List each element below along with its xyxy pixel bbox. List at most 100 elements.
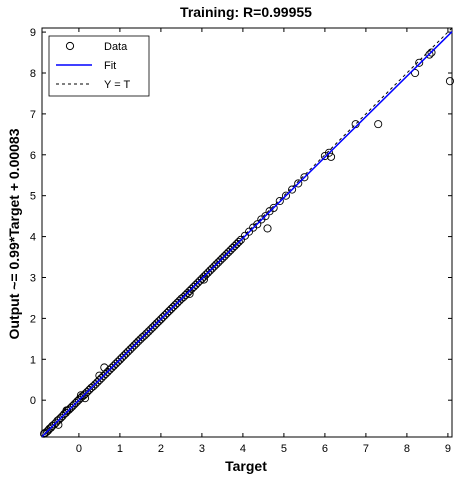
data-point [210, 262, 219, 271]
data-point [144, 327, 153, 336]
data-point [195, 276, 204, 285]
data-point [203, 268, 213, 277]
data-point [236, 235, 245, 244]
data-point [160, 311, 170, 320]
chart-title: Training: R=0.99955 [180, 4, 312, 20]
data-point [427, 48, 436, 57]
data-point [109, 361, 118, 370]
data-point [269, 203, 278, 213]
data-point [124, 347, 133, 356]
data-point [445, 77, 455, 86]
data-point [181, 291, 190, 300]
data-point [83, 387, 92, 397]
data-point [113, 357, 122, 366]
data-point [263, 224, 272, 233]
legend-data-label: Data [104, 41, 128, 53]
data-point [150, 321, 159, 330]
data-point [214, 258, 223, 267]
data-point [374, 120, 383, 129]
data-point [189, 282, 198, 291]
data-point [218, 254, 227, 263]
data-point [226, 246, 235, 255]
data-point [191, 280, 200, 289]
x-tick-label: 9 [445, 443, 451, 455]
data-point [111, 359, 120, 368]
x-tick-label: 0 [76, 443, 82, 455]
data-point [156, 315, 165, 324]
legend: Data Fit Y = T [48, 35, 150, 97]
data-point [288, 185, 297, 194]
data-point [199, 272, 208, 281]
data-point [411, 68, 420, 78]
y-tick-label: 5 [30, 191, 36, 203]
x-axis-ticks: 0 1 2 3 4 5 6 7 8 9 [76, 28, 451, 455]
data-point [275, 196, 284, 206]
fit-line [41, 31, 453, 438]
y-tick-label: 4 [30, 232, 36, 244]
data-point [228, 243, 237, 253]
y-tick-label: 9 [30, 27, 36, 39]
legend-yt-label: Y = T [104, 79, 130, 91]
legend-fit-label: Fit [104, 60, 116, 72]
data-point [134, 337, 143, 346]
data-point [220, 252, 229, 261]
x-tick-label: 2 [158, 443, 164, 455]
data-point [216, 256, 225, 265]
data-point [115, 355, 124, 364]
data-point [232, 239, 241, 249]
data-point [117, 353, 126, 362]
y-axis-ticks: 0 1 2 3 4 5 6 7 8 9 [30, 27, 452, 407]
data-point [165, 306, 174, 316]
data-point [415, 58, 424, 67]
data-point [105, 365, 114, 374]
data-point [206, 266, 215, 275]
data-point [146, 325, 155, 334]
data-point [140, 331, 149, 340]
y-tick-label: 2 [30, 313, 36, 325]
data-point [154, 317, 163, 326]
data-point [300, 173, 309, 182]
x-tick-label: 8 [404, 443, 410, 455]
data-point [152, 319, 161, 328]
data-point [201, 270, 211, 279]
data-point [42, 427, 51, 436]
data-point [193, 278, 202, 287]
y-tick-label: 7 [30, 109, 36, 121]
data-point [326, 152, 336, 161]
y-tick-label: 1 [30, 354, 36, 366]
data-point [99, 372, 108, 381]
data-point [224, 248, 233, 257]
data-point [281, 191, 291, 200]
y-tick-label: 6 [30, 150, 36, 162]
x-tick-label: 5 [281, 443, 287, 455]
x-tick-label: 7 [363, 443, 369, 455]
data-point [148, 323, 157, 332]
data-point [89, 382, 98, 391]
data-point [222, 250, 231, 259]
y-axis-label: Output ~= 0.99*Target + 0.00083 [6, 128, 22, 339]
data-point [185, 286, 194, 296]
data-point [261, 212, 270, 221]
data-point [41, 428, 50, 437]
data-point [158, 313, 167, 322]
data-point [167, 304, 176, 314]
legend-data-marker [65, 41, 75, 51]
data-point [126, 345, 135, 354]
data-point [91, 380, 100, 389]
data-point [173, 298, 182, 307]
data-point [171, 300, 180, 309]
data-point [45, 424, 54, 433]
y-tick-label: 3 [30, 272, 36, 284]
data-point [294, 179, 303, 188]
data-point [162, 309, 172, 318]
data-point [100, 363, 109, 372]
data-point [97, 374, 106, 383]
data-point [122, 349, 131, 358]
data-point [253, 220, 262, 229]
data-point [230, 241, 239, 251]
data-point [132, 339, 141, 348]
legend-box [48, 35, 150, 97]
x-tick-label: 3 [199, 443, 205, 455]
data-point [130, 341, 139, 350]
